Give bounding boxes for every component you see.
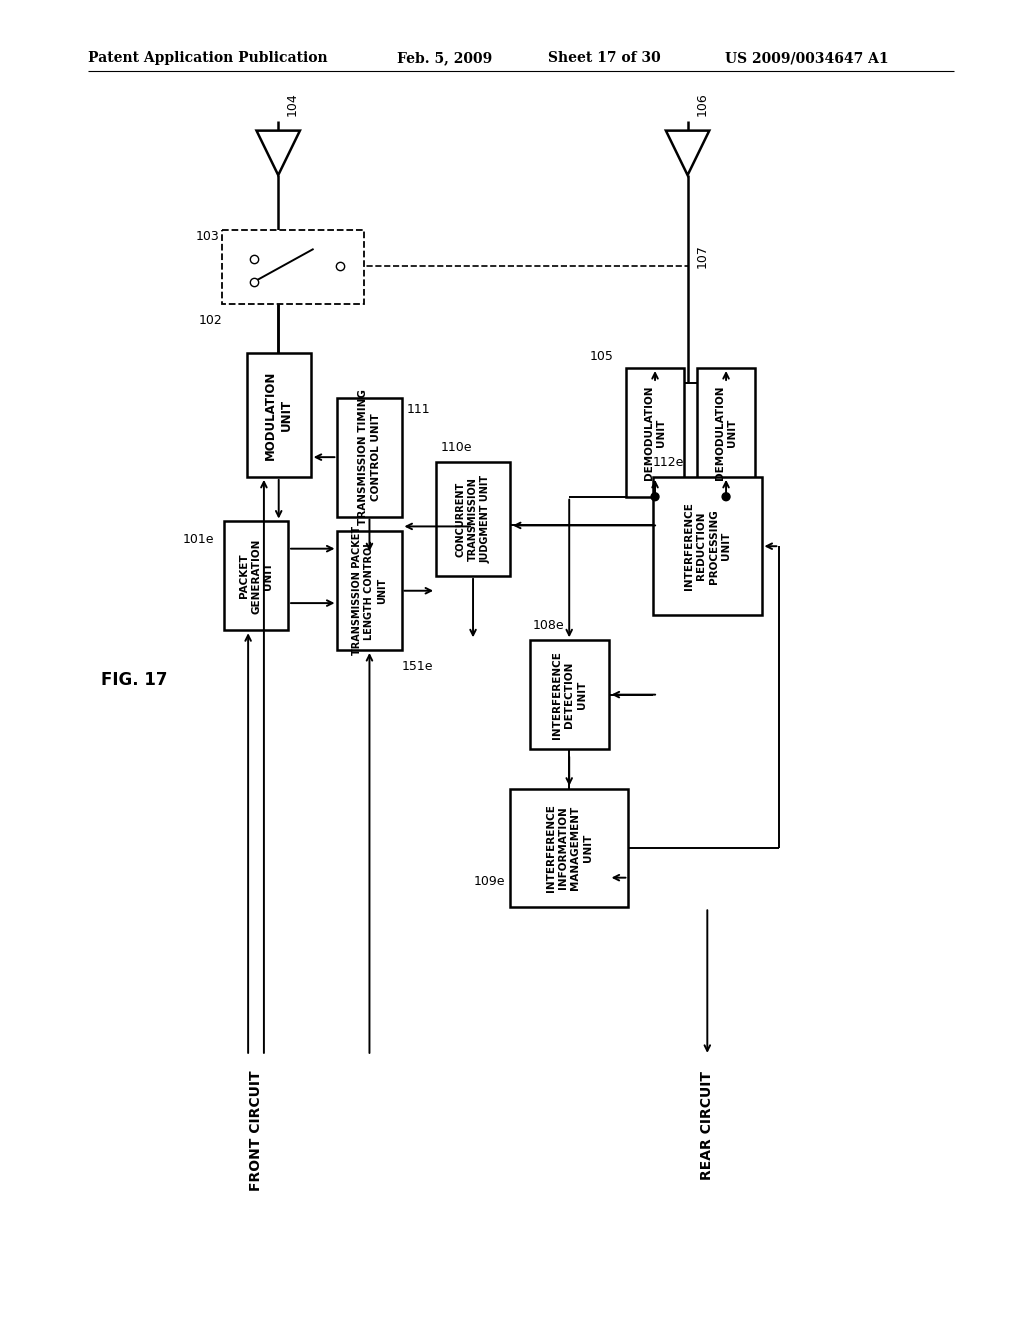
Polygon shape	[257, 131, 300, 176]
Polygon shape	[666, 131, 710, 176]
Text: 107: 107	[695, 244, 709, 268]
Text: PACKET
GENERATION
UNIT: PACKET GENERATION UNIT	[239, 539, 273, 614]
Bar	[697, 368, 755, 496]
Text: 102: 102	[199, 314, 222, 326]
Text: REAR CIRCUIT: REAR CIRCUIT	[700, 1071, 715, 1180]
Bar	[627, 368, 684, 496]
Bar	[653, 477, 762, 615]
Text: 111: 111	[407, 403, 430, 416]
Text: 105: 105	[590, 350, 613, 363]
Text: 110e: 110e	[441, 441, 472, 454]
Text: FRONT CIRCUIT: FRONT CIRCUIT	[249, 1071, 263, 1191]
Text: DEMODULATION
UNIT: DEMODULATION UNIT	[715, 385, 737, 479]
Bar	[436, 462, 510, 576]
Bar	[337, 532, 401, 651]
Circle shape	[722, 492, 730, 500]
Text: Feb. 5, 2009: Feb. 5, 2009	[396, 51, 492, 66]
Text: 106: 106	[695, 92, 709, 116]
Text: 101e: 101e	[182, 533, 214, 546]
Bar	[510, 788, 629, 907]
Text: CONCURRENT
TRANSMISSION
JUDGMENT UNIT: CONCURRENT TRANSMISSION JUDGMENT UNIT	[456, 475, 490, 564]
Text: INTERFERENCE
REDUCTION
PROCESSING
UNIT: INTERFERENCE REDUCTION PROCESSING UNIT	[684, 503, 731, 590]
Text: TRANSMISSION PACKET
LENGTH CONTROL
UNIT: TRANSMISSION PACKET LENGTH CONTROL UNIT	[352, 527, 387, 655]
Bar	[247, 354, 310, 477]
Bar	[529, 640, 608, 748]
Text: 108e: 108e	[532, 619, 564, 632]
Text: 103: 103	[196, 230, 219, 243]
Text: MODULATION
UNIT: MODULATION UNIT	[264, 371, 293, 459]
Text: TRANSMISSION TIMING
CONTROL UNIT: TRANSMISSION TIMING CONTROL UNIT	[358, 389, 381, 525]
Bar	[222, 230, 365, 304]
Text: INTERFERENCE
INFORMATION
MANAGEMENT
UNIT: INTERFERENCE INFORMATION MANAGEMENT UNIT	[546, 804, 593, 892]
Text: 112e: 112e	[653, 455, 684, 469]
Text: 109e: 109e	[473, 875, 505, 887]
Circle shape	[651, 492, 659, 500]
Text: Patent Application Publication: Patent Application Publication	[88, 51, 328, 66]
Text: 151e: 151e	[401, 660, 433, 673]
Text: DEMODULATION
UNIT: DEMODULATION UNIT	[644, 385, 667, 479]
Text: US 2009/0034647 A1: US 2009/0034647 A1	[725, 51, 889, 66]
Text: 104: 104	[286, 92, 299, 116]
Text: FIG. 17: FIG. 17	[100, 671, 167, 689]
Bar	[224, 521, 288, 631]
Text: INTERFERENCE
DETECTION
UNIT: INTERFERENCE DETECTION UNIT	[552, 651, 587, 739]
Text: Sheet 17 of 30: Sheet 17 of 30	[548, 51, 660, 66]
Bar	[337, 397, 401, 516]
